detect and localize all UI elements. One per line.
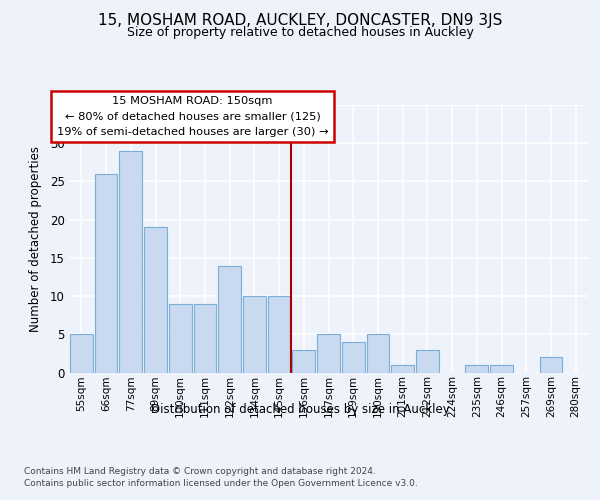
Bar <box>391 365 414 372</box>
Bar <box>169 304 191 372</box>
Bar <box>119 151 142 372</box>
Bar <box>70 334 93 372</box>
Bar <box>342 342 365 372</box>
Bar <box>416 350 439 372</box>
Bar <box>466 365 488 372</box>
Bar <box>268 296 290 372</box>
Text: Contains public sector information licensed under the Open Government Licence v3: Contains public sector information licen… <box>24 479 418 488</box>
Bar <box>194 304 216 372</box>
Text: Distribution of detached houses by size in Auckley: Distribution of detached houses by size … <box>151 402 449 415</box>
Text: Size of property relative to detached houses in Auckley: Size of property relative to detached ho… <box>127 26 473 39</box>
Text: 15, MOSHAM ROAD, AUCKLEY, DONCASTER, DN9 3JS: 15, MOSHAM ROAD, AUCKLEY, DONCASTER, DN9… <box>98 12 502 28</box>
Bar <box>95 174 118 372</box>
Y-axis label: Number of detached properties: Number of detached properties <box>29 146 41 332</box>
Bar <box>218 266 241 372</box>
Bar <box>490 365 513 372</box>
Bar <box>144 228 167 372</box>
Text: 15 MOSHAM ROAD: 150sqm
← 80% of detached houses are smaller (125)
19% of semi-de: 15 MOSHAM ROAD: 150sqm ← 80% of detached… <box>57 96 328 136</box>
Bar <box>243 296 266 372</box>
Bar <box>367 334 389 372</box>
Text: Contains HM Land Registry data © Crown copyright and database right 2024.: Contains HM Land Registry data © Crown c… <box>24 468 376 476</box>
Bar <box>292 350 315 372</box>
Bar <box>539 357 562 372</box>
Bar <box>317 334 340 372</box>
